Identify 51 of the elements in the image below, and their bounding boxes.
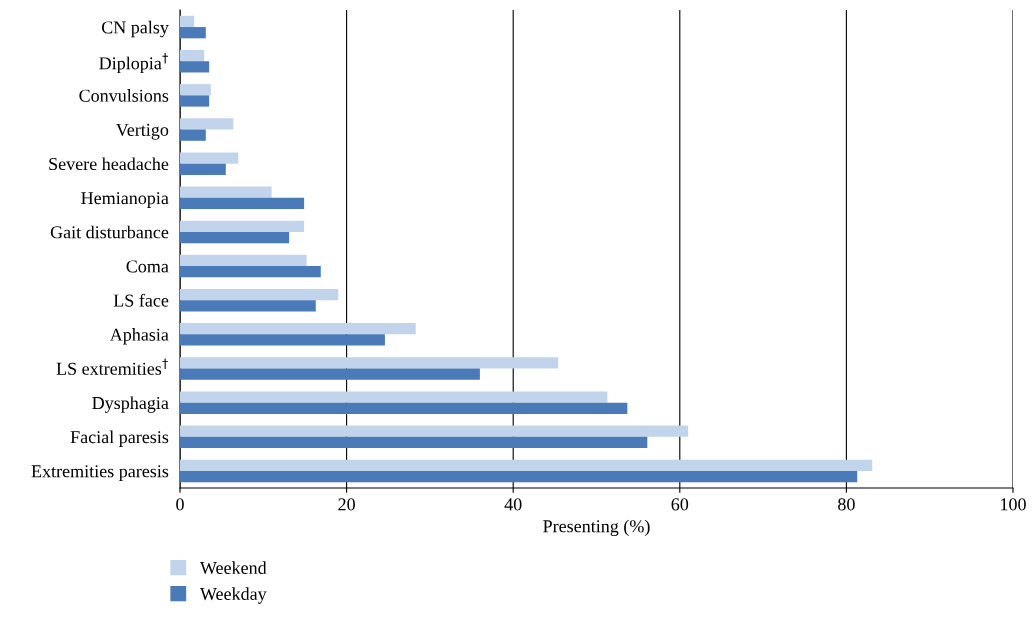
bar xyxy=(180,49,205,62)
y-tick-label: Coma xyxy=(126,260,169,273)
bar xyxy=(180,266,321,278)
bar xyxy=(180,300,316,312)
x-tick-label: 100 xyxy=(1001,498,1026,511)
y-tick-label: Severe headache xyxy=(49,157,169,171)
x-tick-label: 0 xyxy=(176,498,184,511)
x-tick-label: 60 xyxy=(671,498,689,511)
x-axis-title: Presenting (%) xyxy=(543,519,650,537)
y-tick-label: CN palsy xyxy=(101,20,169,38)
y-tick-label: Gait disturbance xyxy=(50,225,169,239)
y-tick-label: Diplopia$^{†}$ xyxy=(99,53,168,74)
bar xyxy=(180,470,858,483)
bar xyxy=(180,197,305,210)
bar xyxy=(180,254,307,267)
bar xyxy=(180,231,290,244)
x-tick-label: 40 xyxy=(504,498,522,511)
bar xyxy=(180,118,234,130)
bar xyxy=(180,27,206,39)
y-tick-label: Convulsions xyxy=(79,89,169,102)
bar xyxy=(180,288,339,301)
y-tick-label: Vertigo xyxy=(115,123,169,140)
bar xyxy=(180,163,226,175)
legend-label: Weekend xyxy=(199,561,267,575)
x-tick-label: 80 xyxy=(838,498,855,511)
y-tick-label: LS extremities$^{†}$ xyxy=(56,358,168,375)
y-tick-label: Facial paresis xyxy=(70,430,169,447)
bar xyxy=(180,425,689,437)
bar xyxy=(180,334,385,346)
bar xyxy=(180,220,305,232)
bar xyxy=(180,402,628,414)
bar xyxy=(180,459,873,471)
y-tick-label: LS face xyxy=(113,293,169,307)
bar xyxy=(180,357,559,369)
y-tick-label: Dysphagia xyxy=(92,396,169,413)
bar xyxy=(180,84,211,96)
bar xyxy=(180,129,206,141)
y-tick-label: Hemianopia xyxy=(81,192,169,208)
y-tick-label: Extremities paresis xyxy=(31,465,169,482)
bar xyxy=(180,186,272,198)
bar xyxy=(180,152,239,164)
bar xyxy=(180,436,648,449)
bar xyxy=(180,95,210,107)
bar xyxy=(180,61,210,73)
x-tick-label: 20 xyxy=(338,498,355,511)
bar xyxy=(180,368,480,380)
bar xyxy=(180,323,416,335)
legend-label: Weekday xyxy=(199,587,267,604)
y-tick-label: Aphasia xyxy=(109,328,169,345)
bar xyxy=(180,391,608,403)
bar xyxy=(180,15,195,28)
